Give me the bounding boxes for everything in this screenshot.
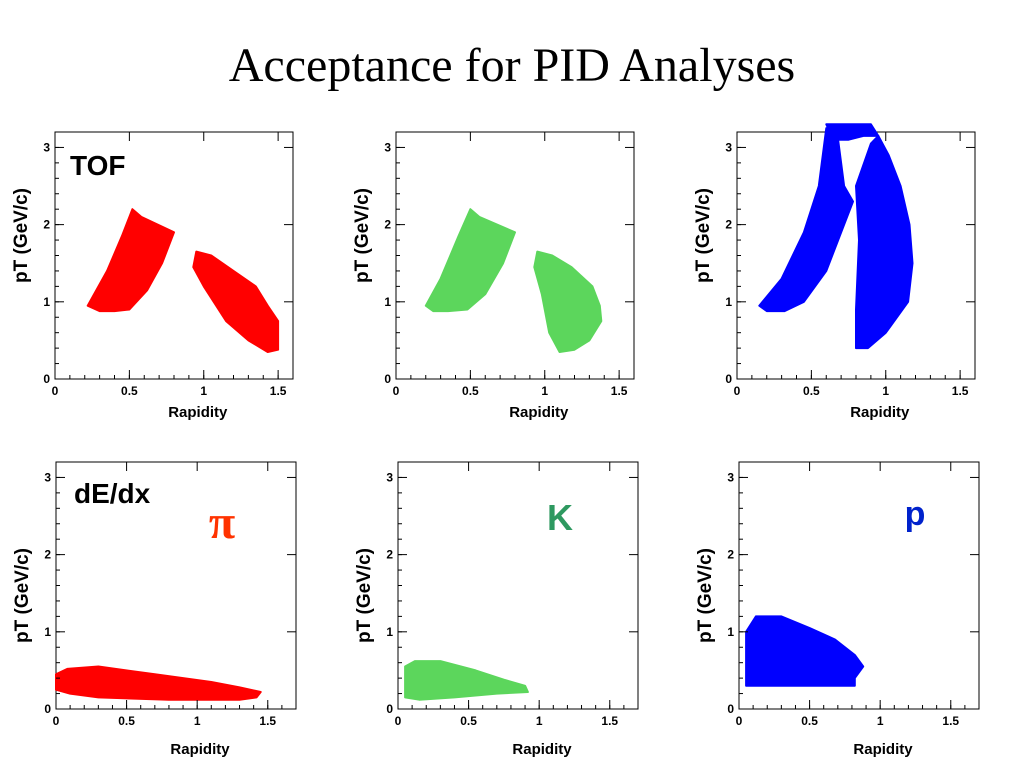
y-tick-label: 0 (44, 702, 51, 716)
x-tick-label: 0.5 (121, 384, 138, 398)
particle-label: π (209, 496, 235, 549)
x-tick-label: 1.5 (270, 384, 287, 398)
y-axis-title: pT (GeV/c) (354, 548, 375, 643)
x-tick-label: 0 (53, 714, 60, 728)
x-axis-title: Rapidity (509, 404, 569, 421)
x-tick-label: 1 (882, 384, 889, 398)
x-tick-label: 0 (52, 384, 59, 398)
y-tick-label: 3 (44, 470, 51, 484)
chart-panel-tof-kaon: 0 0.5 1 1.5 0 1 2 3 Rapidity pT (GeV/c) (352, 131, 635, 421)
x-tick-label: 1 (194, 714, 201, 728)
y-axis-title: pT (GeV/c) (352, 188, 373, 283)
acceptance-region-2 (855, 134, 914, 350)
x-tick-label: 1.5 (952, 384, 969, 398)
x-axis-title: Rapidity (170, 741, 230, 758)
x-tick-label: 1.5 (259, 714, 276, 728)
y-tick-label: 0 (727, 702, 734, 716)
y-axis-title: pT (GeV/c) (695, 548, 716, 643)
x-tick-label: 0.5 (803, 384, 820, 398)
x-axis-title: Rapidity (168, 404, 228, 421)
y-tick-label: 3 (725, 140, 732, 154)
y-tick-label: 2 (727, 548, 734, 562)
x-tick-label: 0 (393, 384, 400, 398)
particle-label: K (547, 497, 573, 538)
x-tick-label: 0 (395, 714, 402, 728)
y-tick-label: 2 (725, 218, 732, 232)
y-axis-title: pT (GeV/c) (11, 188, 32, 283)
acceptance-region-2 (533, 250, 603, 353)
x-axis-title: Rapidity (512, 741, 572, 758)
y-tick-label: 1 (727, 625, 734, 639)
y-tick-label: 0 (384, 372, 391, 386)
acceptance-region-2 (192, 250, 280, 353)
x-tick-label: 0 (734, 384, 741, 398)
acceptance-region-1 (55, 665, 262, 701)
acceptance-region-1 (745, 615, 865, 687)
y-tick-label: 3 (43, 140, 50, 154)
y-tick-label: 1 (43, 295, 50, 309)
detector-label: TOF (70, 150, 125, 181)
y-tick-label: 2 (44, 548, 51, 562)
chart-panel-dedx-pion: 0 0.5 1 1.5 0 1 2 3 Rapidity pT (GeV/c) dE/dx π (12, 461, 297, 758)
x-tick-label: 1 (536, 714, 543, 728)
x-tick-label: 0.5 (118, 714, 135, 728)
x-tick-label: 0.5 (460, 714, 477, 728)
x-tick-label: 1.5 (942, 714, 959, 728)
acceptance-region-1 (404, 660, 529, 701)
x-tick-label: 1 (541, 384, 548, 398)
acceptance-region-3 (825, 123, 880, 141)
acceptance-region-1 (424, 208, 516, 313)
y-tick-label: 1 (44, 625, 51, 639)
y-tick-label: 1 (384, 295, 391, 309)
y-tick-label: 0 (725, 372, 732, 386)
y-axis-title: pT (GeV/c) (693, 188, 714, 283)
y-tick-label: 2 (384, 218, 391, 232)
y-tick-label: 3 (384, 140, 391, 154)
slide-title: Acceptance for PID Analyses (228, 39, 796, 92)
x-axis-title: Rapidity (853, 741, 913, 758)
acceptance-region-1 (758, 127, 854, 313)
chart-panel-tof-pion: 0 0.5 1 1.5 0 1 2 3 Rapidity pT (GeV/c) TOF (11, 131, 294, 421)
y-tick-label: 1 (386, 625, 393, 639)
x-tick-label: 1 (200, 384, 207, 398)
x-tick-label: 0.5 (801, 714, 818, 728)
chart-panel-tof-proton: 0 0.5 1 1.5 0 1 2 3 Rapidity pT (GeV/c) (693, 123, 976, 421)
x-tick-label: 0.5 (462, 384, 479, 398)
y-tick-label: 0 (386, 702, 393, 716)
plot-frame (395, 131, 635, 380)
particle-label: p (905, 495, 926, 533)
y-axis-title: pT (GeV/c) (12, 548, 33, 643)
y-tick-label: 2 (43, 218, 50, 232)
x-tick-label: 1 (877, 714, 884, 728)
x-tick-label: 1.5 (601, 714, 618, 728)
detector-label: dE/dx (74, 478, 151, 509)
y-tick-label: 2 (386, 548, 393, 562)
x-axis-title: Rapidity (850, 404, 910, 421)
x-tick-label: 0 (736, 714, 743, 728)
y-tick-label: 0 (43, 372, 50, 386)
y-tick-label: 3 (386, 470, 393, 484)
y-tick-label: 3 (727, 470, 734, 484)
chart-panel-dedx-proton: 0 0.5 1 1.5 0 1 2 3 Rapidity pT (GeV/c) p (695, 461, 980, 758)
acceptance-region-1 (86, 208, 175, 313)
x-tick-label: 1.5 (611, 384, 628, 398)
y-tick-label: 1 (725, 295, 732, 309)
chart-panel-dedx-kaon: 0 0.5 1 1.5 0 1 2 3 Rapidity pT (GeV/c) K (354, 461, 639, 758)
